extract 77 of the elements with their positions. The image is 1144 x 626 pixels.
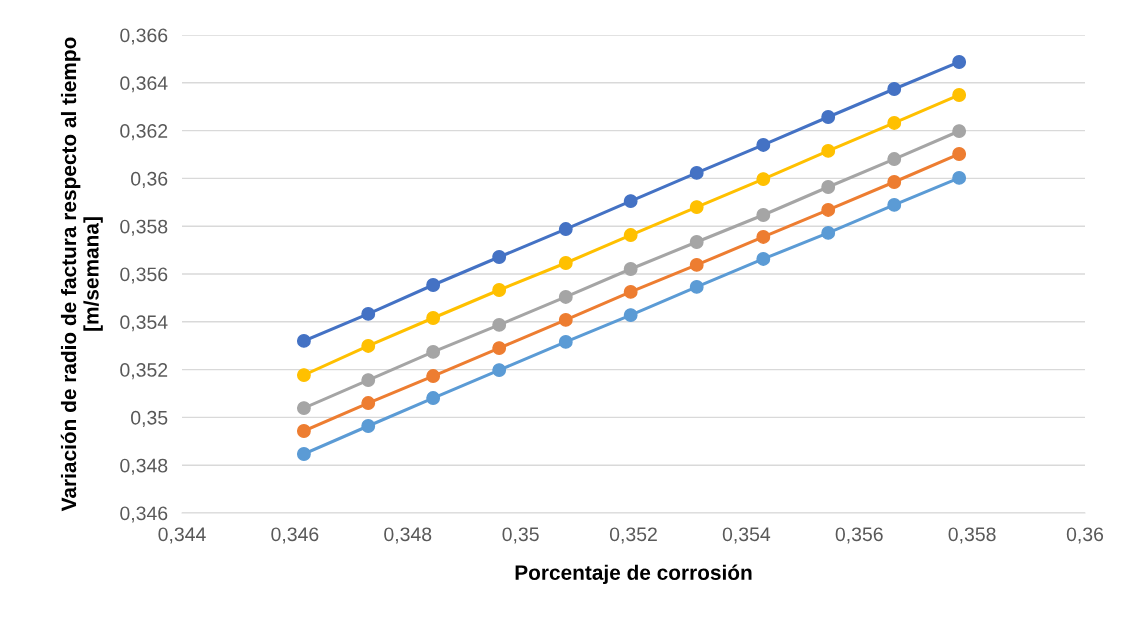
point	[952, 147, 967, 161]
point	[821, 110, 836, 124]
point	[689, 257, 704, 272]
point	[361, 396, 376, 411]
y-tick-label: 0,36	[131, 171, 168, 188]
point	[296, 424, 311, 438]
x-tick-label: 0,348	[384, 527, 432, 544]
point	[296, 447, 311, 461]
point	[492, 317, 507, 332]
y-axis-title: Variación de radio de factura respecto al tiempo [m/semana]	[60, 37, 103, 512]
y-tick-label: 0,354	[120, 315, 168, 332]
y-tick-label: 0,364	[120, 76, 168, 93]
point	[623, 228, 638, 242]
point	[952, 124, 967, 139]
point	[492, 341, 507, 356]
point	[689, 235, 704, 249]
y-tick-label: 0,356	[120, 267, 168, 284]
point	[952, 88, 967, 102]
point	[887, 116, 902, 130]
point	[558, 256, 573, 270]
y-tick-label: 0,362	[120, 124, 168, 141]
point	[887, 152, 902, 166]
point	[426, 311, 441, 325]
x-tick-label: 0,358	[948, 527, 996, 544]
point	[492, 363, 507, 378]
x-tick-label: 0,344	[158, 527, 206, 544]
point	[623, 262, 638, 276]
point	[756, 251, 771, 266]
point	[952, 170, 967, 185]
point	[558, 222, 573, 237]
x-axis-title: Porcentaje de corrosión	[515, 564, 752, 585]
point	[361, 373, 376, 388]
point	[689, 279, 704, 294]
y-tick-label: 0,352	[120, 363, 168, 380]
point	[756, 208, 771, 222]
point	[756, 230, 771, 244]
point	[689, 165, 704, 180]
y-tick-label: 0,366	[120, 28, 168, 45]
point	[821, 225, 836, 240]
point	[756, 172, 771, 187]
point	[492, 250, 507, 264]
x-tick-label: 0,346	[271, 527, 319, 544]
x-tick-label: 0,356	[835, 527, 883, 544]
point	[821, 180, 836, 194]
x-tick-label: 0,36	[1066, 527, 1104, 544]
point	[689, 200, 704, 215]
y-tick-label: 0,348	[120, 458, 168, 475]
x-tick-label: 0,35	[502, 527, 539, 544]
point	[361, 338, 376, 353]
point	[821, 143, 836, 158]
point	[558, 289, 573, 304]
point	[623, 284, 638, 299]
point	[623, 308, 638, 323]
point	[952, 55, 967, 69]
point	[887, 82, 902, 96]
point	[361, 419, 376, 433]
x-tick-label: 0,354	[722, 527, 771, 544]
point	[887, 197, 902, 212]
point	[887, 175, 902, 189]
point	[756, 137, 771, 152]
y-tick-label: 0,35	[131, 410, 168, 427]
point	[296, 333, 311, 348]
y-tick-label: 0,358	[120, 219, 168, 236]
point	[492, 283, 507, 297]
point	[426, 344, 441, 359]
point	[426, 391, 441, 405]
y-tick-label: 0,346	[120, 506, 168, 523]
point	[296, 368, 311, 383]
point	[296, 401, 311, 416]
point	[821, 203, 836, 217]
point	[426, 369, 441, 383]
point	[361, 306, 376, 321]
point	[426, 278, 441, 292]
point	[558, 334, 573, 349]
point	[623, 194, 638, 209]
x-tick-label: 0,352	[609, 527, 657, 544]
point	[558, 312, 573, 327]
